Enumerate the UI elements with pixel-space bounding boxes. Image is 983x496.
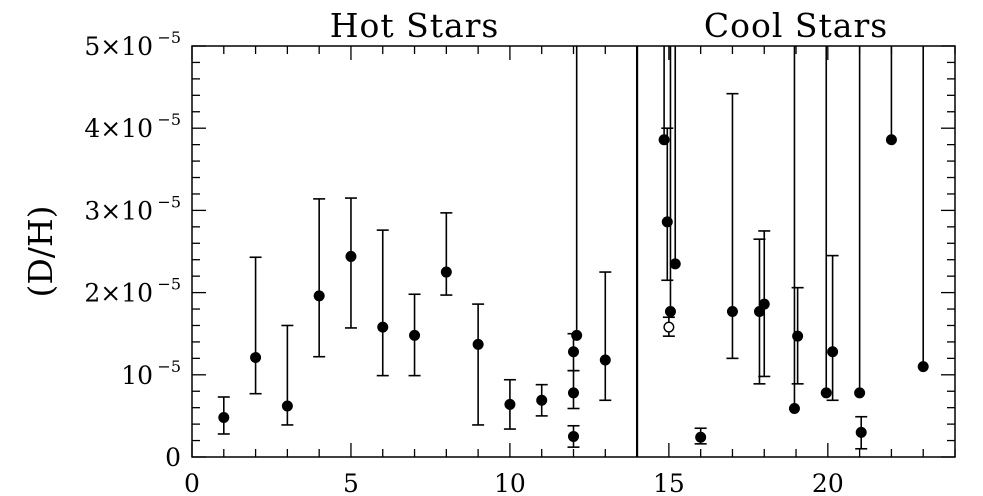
data-point-group <box>344 197 357 329</box>
data-point-group <box>820 46 832 399</box>
data-point-group <box>503 378 516 430</box>
filled-data-marker <box>536 394 548 406</box>
filled-data-marker <box>855 426 867 438</box>
axis-ticks <box>191 45 956 458</box>
data-points <box>217 46 929 450</box>
filled-data-marker <box>568 387 580 399</box>
y-tick-label: 5×10 <box>84 32 153 61</box>
y-tick-label: 2×10 <box>84 279 153 308</box>
y-tick-label: 10 <box>121 361 153 390</box>
filled-data-marker <box>250 352 262 364</box>
data-point-group <box>791 286 804 385</box>
data-point-group <box>571 46 583 341</box>
y-axis-label: (D/H) <box>21 205 60 297</box>
panel-title-hot-stars: Hot Stars <box>330 6 500 45</box>
y-tick-label: 3×10 <box>84 196 153 225</box>
data-point-group <box>664 46 676 318</box>
filled-data-marker <box>788 403 800 415</box>
data-point-group <box>599 271 612 402</box>
filled-data-marker <box>440 266 452 278</box>
y-tick-label: 0 <box>165 443 181 472</box>
data-point-group <box>472 303 485 426</box>
open-data-marker <box>663 321 675 333</box>
data-point-group <box>826 254 839 402</box>
tick-labels: 0 5 10 15 200−510−52×10−53×10−54×10−55×10 <box>84 28 843 496</box>
y-tick-exponent: −5 <box>157 110 181 129</box>
data-point-group <box>408 293 421 377</box>
filled-data-marker <box>726 306 738 318</box>
filled-data-marker <box>917 361 929 373</box>
y-tick-label-group: −52×10 <box>84 275 181 308</box>
data-point-group <box>854 46 866 399</box>
x-tick-label: 5 <box>343 469 359 496</box>
data-point-group <box>662 316 675 337</box>
data-point-group <box>281 324 294 426</box>
filled-data-marker <box>409 329 421 341</box>
filled-data-marker <box>820 387 832 399</box>
filled-data-marker <box>885 134 897 146</box>
filled-data-marker <box>504 398 516 410</box>
y-tick-exponent: −5 <box>157 28 181 47</box>
data-point-group <box>249 256 262 395</box>
data-point-group <box>855 415 868 450</box>
x-tick-label: 15 <box>653 469 685 496</box>
data-point-group <box>313 198 326 358</box>
data-point-group <box>376 229 389 377</box>
data-point-group <box>440 212 453 296</box>
y-tick-label-group: −53×10 <box>84 192 181 225</box>
y-tick-label-group: −510 <box>121 357 181 390</box>
filled-data-marker <box>377 321 389 333</box>
filled-data-marker <box>568 430 580 442</box>
data-point-group <box>917 46 929 373</box>
filled-data-marker <box>571 329 583 341</box>
filled-data-marker <box>472 338 484 350</box>
y-tick-label-group: −54×10 <box>84 110 181 143</box>
data-point-group <box>694 427 707 445</box>
filled-data-marker <box>218 412 230 424</box>
data-point-group <box>661 127 674 282</box>
filled-data-marker <box>664 306 676 318</box>
data-point-group <box>753 238 766 385</box>
filled-data-marker <box>792 330 804 342</box>
filled-data-marker <box>758 298 770 310</box>
data-point-group <box>217 396 230 435</box>
filled-data-marker <box>599 354 611 366</box>
data-point-group <box>726 92 739 360</box>
y-tick-exponent: −5 <box>157 275 181 294</box>
filled-data-marker <box>313 290 325 302</box>
y-tick-exponent: −5 <box>157 192 181 211</box>
x-tick-label: 10 <box>494 469 526 496</box>
data-point-group <box>758 230 771 378</box>
panel-labels: (D/H) Hot Stars Cool Stars <box>21 6 888 298</box>
data-point-group <box>535 383 548 417</box>
data-point-group <box>885 46 897 146</box>
filled-data-marker <box>281 400 293 412</box>
y-tick-label-group: 0 <box>165 443 181 472</box>
filled-data-marker <box>568 346 580 358</box>
data-point-group <box>567 369 580 410</box>
data-point-group <box>788 46 800 415</box>
y-tick-label: 4×10 <box>84 114 153 143</box>
y-tick-exponent: −5 <box>157 357 181 376</box>
data-point-group <box>669 46 681 270</box>
filled-data-marker <box>854 387 866 399</box>
filled-data-marker <box>695 431 707 443</box>
data-point-group <box>567 424 580 448</box>
filled-data-marker <box>345 250 357 262</box>
x-tick-label: 0 <box>184 469 200 496</box>
filled-data-marker <box>827 346 839 358</box>
filled-data-marker <box>669 258 681 270</box>
x-tick-label: 20 <box>812 469 844 496</box>
panel-title-cool-stars: Cool Stars <box>704 6 888 45</box>
y-tick-label-group: −55×10 <box>84 28 181 61</box>
